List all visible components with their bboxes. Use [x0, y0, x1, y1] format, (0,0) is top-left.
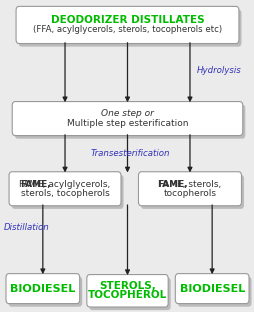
Text: Hydrolysis: Hydrolysis — [196, 66, 240, 75]
FancyBboxPatch shape — [89, 278, 170, 310]
Text: FAME,: FAME, — [20, 180, 51, 188]
FancyBboxPatch shape — [12, 175, 123, 209]
Text: FAME, acylglycerols,: FAME, acylglycerols, — [19, 180, 110, 188]
FancyBboxPatch shape — [6, 274, 80, 304]
Text: (FFA, acylglycerols, sterols, tocopherols etc): (FFA, acylglycerols, sterols, tocopherol… — [33, 25, 221, 34]
FancyBboxPatch shape — [9, 172, 121, 206]
Text: Transesterification: Transesterification — [90, 149, 169, 158]
Text: FAME,: FAME, — [156, 180, 187, 188]
Text: BIODIESEL: BIODIESEL — [179, 284, 244, 294]
Text: Multiple step esterification: Multiple step esterification — [67, 119, 187, 128]
FancyBboxPatch shape — [19, 9, 241, 47]
Text: TOCOPHEROL: TOCOPHEROL — [88, 290, 166, 300]
Text: tocopherols: tocopherols — [163, 189, 216, 198]
FancyBboxPatch shape — [15, 105, 244, 139]
Text: BIODIESEL: BIODIESEL — [10, 284, 75, 294]
FancyBboxPatch shape — [175, 274, 248, 304]
FancyBboxPatch shape — [138, 172, 241, 206]
FancyBboxPatch shape — [16, 7, 238, 44]
FancyBboxPatch shape — [12, 102, 242, 135]
Text: Distillation: Distillation — [4, 223, 49, 232]
Text: FAME, sterols,: FAME, sterols, — [158, 180, 220, 188]
FancyBboxPatch shape — [177, 277, 251, 307]
FancyBboxPatch shape — [9, 277, 82, 307]
Text: sterols, tocopherols: sterols, tocopherols — [21, 189, 109, 198]
Text: DEODORIZER DISTILLATES: DEODORIZER DISTILLATES — [51, 15, 203, 25]
FancyBboxPatch shape — [140, 175, 243, 209]
FancyBboxPatch shape — [87, 275, 168, 307]
Text: One step or: One step or — [101, 110, 153, 118]
Text: STEROLS,: STEROLS, — [99, 281, 155, 291]
